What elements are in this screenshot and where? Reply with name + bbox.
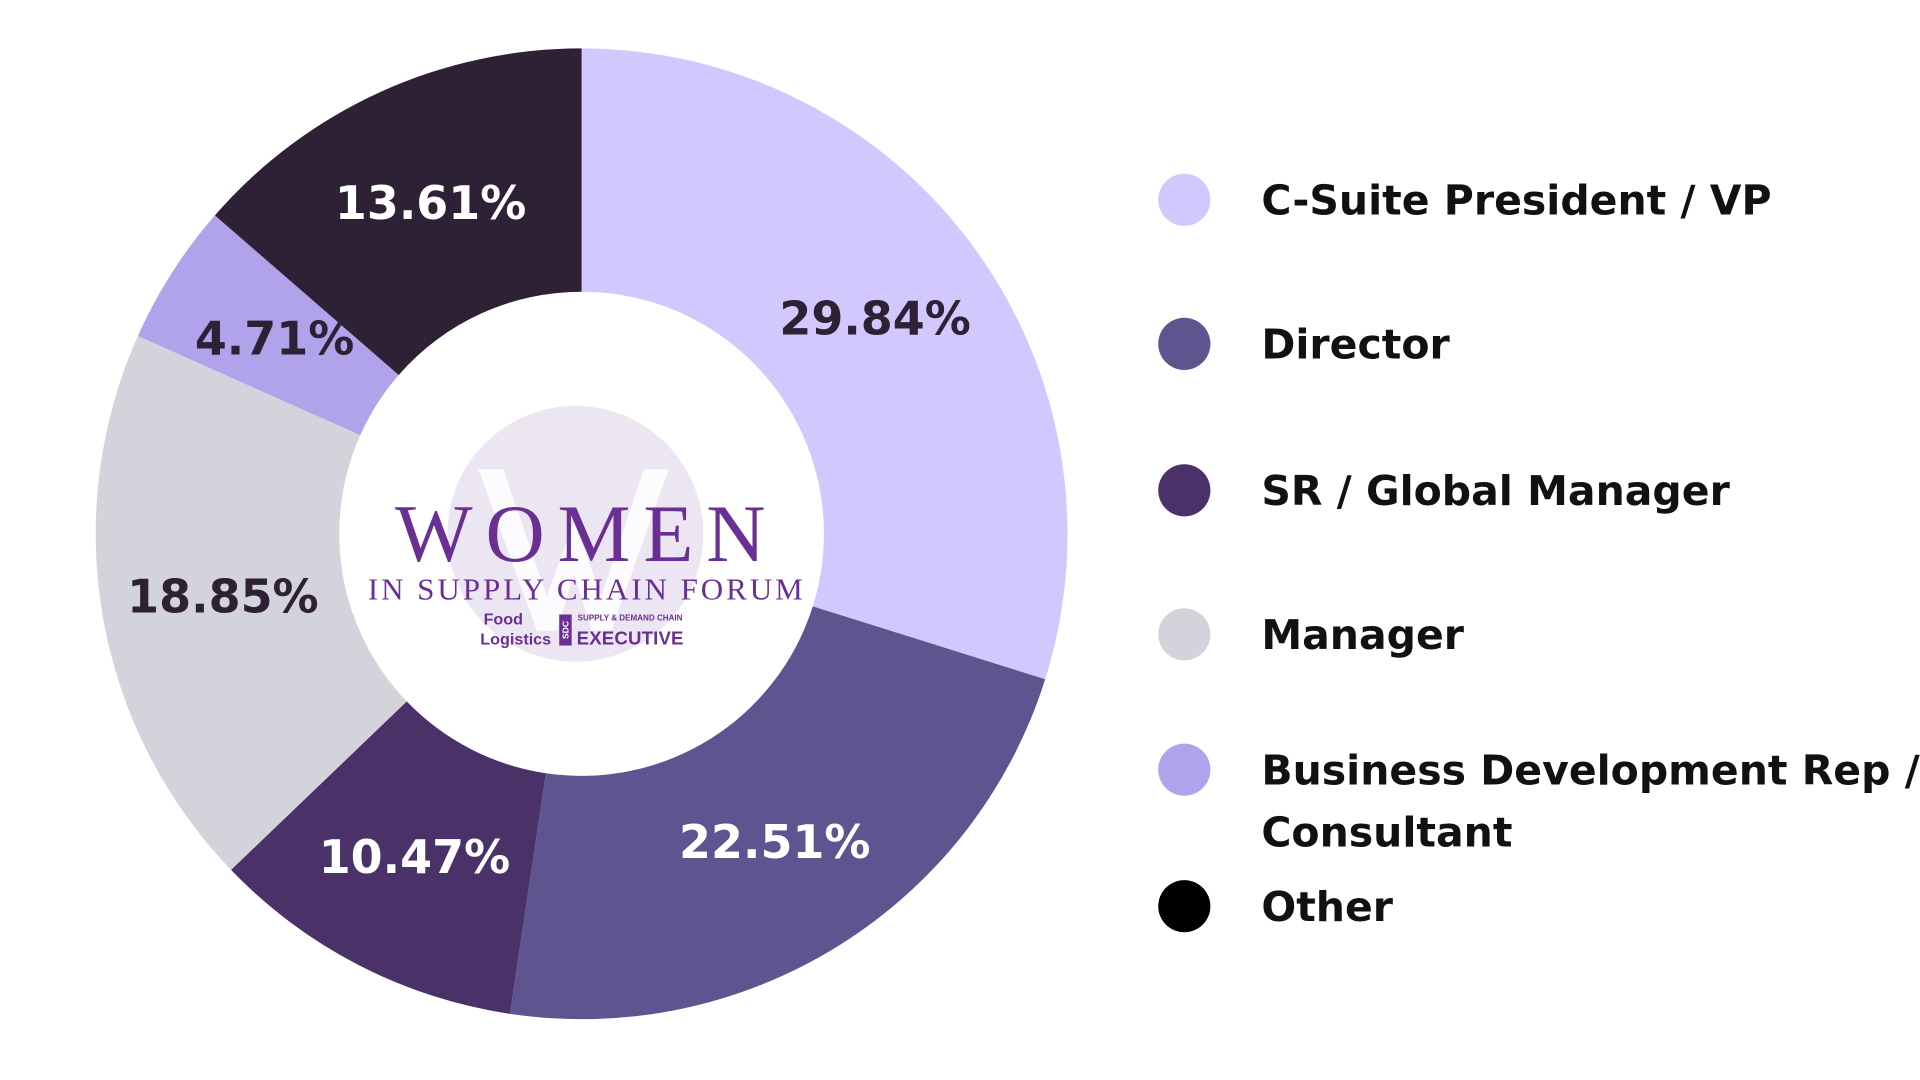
legend-label: Consultant <box>1261 809 1512 857</box>
legend-swatch <box>1158 880 1211 933</box>
legend-swatch <box>1158 743 1211 796</box>
slice-3 <box>231 701 546 1014</box>
center-logo: WOMEN IN SUPPLY CHAIN FORUM Food Logisti… <box>368 405 803 662</box>
logo-sdc-badge-text: SDC <box>560 620 570 639</box>
legend-label: Business Development Rep / <box>1261 747 1919 795</box>
legend-swatch <box>1158 608 1211 661</box>
legend-item: Manager <box>1158 608 1465 661</box>
data-label: 29.84% <box>779 292 970 346</box>
slice-4 <box>95 336 407 870</box>
data-label: 13.61% <box>335 176 526 230</box>
logo-logistics: Logistics <box>480 630 551 648</box>
logo-executive: EXECUTIVE <box>577 627 684 648</box>
legend-label: Manager <box>1261 611 1464 659</box>
logo-subtitle: IN SUPPLY CHAIN FORUM <box>368 572 803 607</box>
legend-swatch <box>1158 173 1211 226</box>
legend-label: SR / Global Manager <box>1261 467 1730 515</box>
legend-label: Director <box>1261 321 1450 369</box>
legend-swatch <box>1158 464 1211 517</box>
slice-2 <box>509 606 1046 1020</box>
slice-5 <box>137 215 399 436</box>
legend-item: SR / Global Manager <box>1158 464 1731 517</box>
data-label: 10.47% <box>319 830 510 884</box>
legend-label: C-Suite President / VP <box>1261 177 1771 225</box>
legend-item: C-Suite President / VP <box>1158 173 1772 226</box>
legend-label: Other <box>1261 883 1393 931</box>
slice-1 <box>581 48 1068 680</box>
logo-title: WOMEN <box>395 488 765 579</box>
legend: C-Suite President / VP Director SR / Globa… <box>1158 173 1920 933</box>
data-labels: 29.84% 22.51% 10.47% 18.85% 4.71% 13.61% <box>127 176 971 884</box>
data-label: 22.51% <box>679 815 870 869</box>
data-label: 18.85% <box>127 569 318 623</box>
legend-item: Business Development Rep / Consultant <box>1158 743 1920 857</box>
legend-item: Director <box>1158 317 1451 370</box>
legend-swatch <box>1158 317 1211 370</box>
logo-sdc-badge <box>559 614 572 646</box>
slices <box>95 48 1068 1020</box>
logo-watermark-w-icon <box>478 469 669 631</box>
logo-food: Food <box>484 610 523 628</box>
slice-6 <box>214 48 582 375</box>
data-label: 4.71% <box>195 311 354 365</box>
legend-item: Other <box>1158 880 1394 933</box>
logo-sdc-small: SUPPLY & DEMAND CHAIN <box>578 614 683 623</box>
